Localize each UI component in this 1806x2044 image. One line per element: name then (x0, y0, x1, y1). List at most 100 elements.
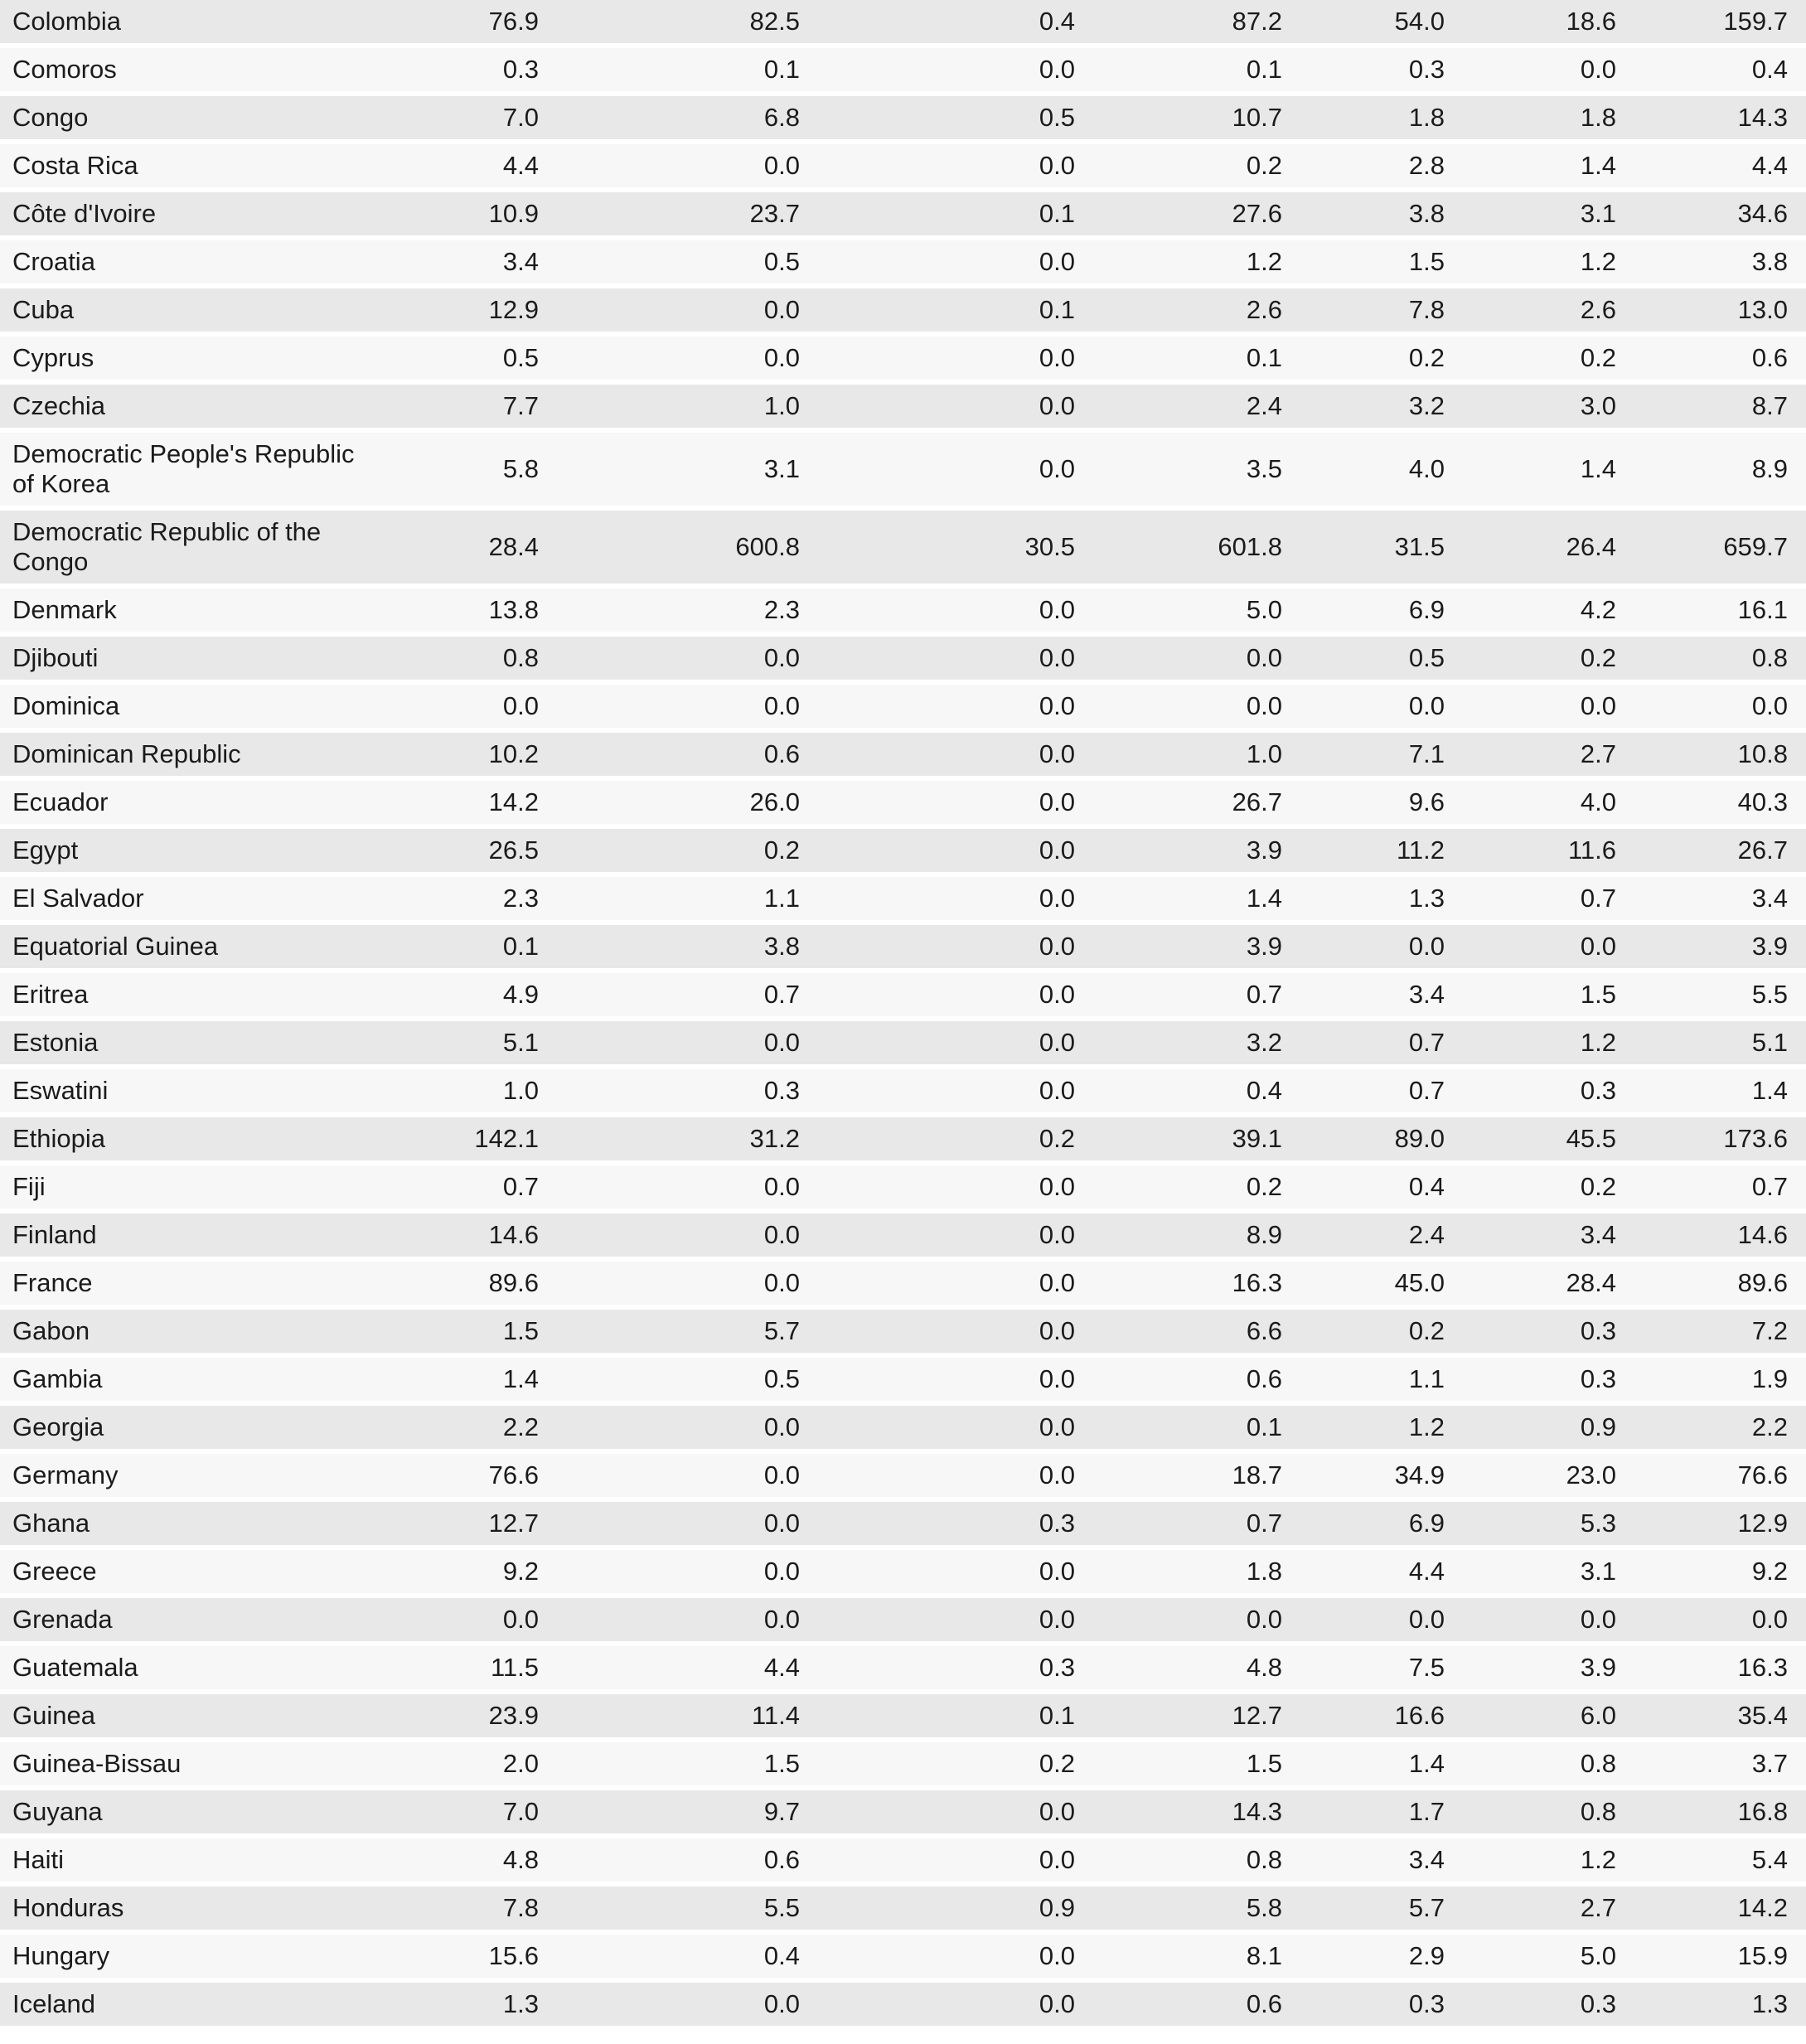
value-cell: 0.2 (1085, 1160, 1292, 1208)
value-cell: 0.0 (810, 1545, 1085, 1593)
value-cell: 7.8 (390, 1882, 549, 1930)
table-row: Ghana 12.7 0.0 0.3 0.7 6.9 5.3 12.9 (0, 1497, 1806, 1545)
value-cell: 0.3 (1292, 1978, 1455, 2026)
value-cell: 0.0 (810, 1449, 1085, 1497)
value-cell: 0.1 (390, 920, 549, 968)
country-name: Cuba (0, 283, 390, 332)
value-cell: 5.3 (1455, 1497, 1626, 1545)
value-cell: 1.2 (1085, 235, 1292, 283)
value-cell: 0.4 (810, 0, 1085, 43)
value-cell: 6.0 (1455, 1689, 1626, 1737)
value-cell: 0.0 (810, 139, 1085, 187)
value-cell: 0.0 (1455, 920, 1626, 968)
table-row: Eritrea 4.9 0.7 0.0 0.7 3.4 1.5 5.5 (0, 968, 1806, 1016)
value-cell: 8.9 (1085, 1208, 1292, 1257)
value-cell: 0.0 (549, 632, 810, 680)
value-cell: 3.1 (1455, 1545, 1626, 1593)
value-cell: 0.0 (810, 1016, 1085, 1064)
value-cell: 54.0 (1292, 0, 1455, 43)
country-name: Czechia (0, 380, 390, 428)
value-cell: 2.4 (1085, 380, 1292, 428)
value-cell: 1.2 (1455, 235, 1626, 283)
table-row: Greece 9.2 0.0 0.0 1.8 4.4 3.1 9.2 (0, 1545, 1806, 1593)
country-name: Gabon (0, 1305, 390, 1353)
value-cell: 1.4 (1455, 428, 1626, 506)
country-name: Fiji (0, 1160, 390, 1208)
value-cell: 7.5 (1292, 1641, 1455, 1689)
value-cell: 3.1 (1455, 187, 1626, 235)
value-cell: 14.2 (390, 776, 549, 824)
value-cell: 31.2 (549, 1112, 810, 1160)
value-cell: 5.7 (549, 1305, 810, 1353)
value-cell: 0.1 (1085, 43, 1292, 91)
value-cell: 0.0 (810, 824, 1085, 872)
value-cell: 1.7 (1292, 1785, 1455, 1833)
value-cell: 3.7 (1626, 1737, 1806, 1785)
value-cell: 0.2 (1455, 632, 1626, 680)
value-cell: 31.5 (1292, 506, 1455, 584)
value-cell: 2.4 (1292, 1208, 1455, 1257)
value-cell: 600.8 (549, 506, 810, 584)
value-cell: 3.2 (1292, 380, 1455, 428)
table-row: Gambia 1.4 0.5 0.0 0.6 1.1 0.3 1.9 (0, 1353, 1806, 1401)
value-cell: 0.3 (1455, 1305, 1626, 1353)
value-cell: 0.0 (810, 728, 1085, 776)
value-cell: 0.0 (549, 1208, 810, 1257)
value-cell: 18.6 (1455, 0, 1626, 43)
table-row: Gabon 1.5 5.7 0.0 6.6 0.2 0.3 7.2 (0, 1305, 1806, 1353)
value-cell: 4.2 (1455, 584, 1626, 632)
value-cell: 26.4 (1455, 506, 1626, 584)
value-cell: 1.2 (1292, 1401, 1455, 1449)
value-cell: 1.4 (1626, 1064, 1806, 1112)
value-cell: 10.9 (390, 187, 549, 235)
value-cell: 3.8 (1292, 187, 1455, 235)
value-cell: 3.4 (1292, 968, 1455, 1016)
value-cell: 0.0 (549, 1160, 810, 1208)
value-cell: 2.8 (1292, 139, 1455, 187)
value-cell: 0.8 (1455, 1785, 1626, 1833)
country-name: El Salvador (0, 872, 390, 920)
value-cell: 0.7 (1455, 872, 1626, 920)
value-cell: 14.6 (1626, 1208, 1806, 1257)
value-cell: 1.3 (1292, 872, 1455, 920)
value-cell: 34.9 (1292, 1449, 1455, 1497)
value-cell: 0.4 (1292, 1160, 1455, 1208)
value-cell: 1.1 (1292, 1353, 1455, 1401)
value-cell: 1.5 (1455, 968, 1626, 1016)
value-cell: 35.4 (1626, 1689, 1806, 1737)
value-cell: 12.9 (390, 283, 549, 332)
value-cell: 1.9 (1626, 1353, 1806, 1401)
value-cell: 0.0 (549, 1593, 810, 1641)
value-cell: 0.6 (1085, 1353, 1292, 1401)
value-cell: 30.5 (810, 506, 1085, 584)
country-name: Haiti (0, 1833, 390, 1882)
value-cell: 16.6 (1292, 1689, 1455, 1737)
value-cell: 87.2 (1085, 0, 1292, 43)
value-cell: 0.0 (810, 584, 1085, 632)
country-name: Grenada (0, 1593, 390, 1641)
table-row: Costa Rica 4.4 0.0 0.0 0.2 2.8 1.4 4.4 (0, 139, 1806, 187)
table-row: Egypt 26.5 0.2 0.0 3.9 11.2 11.6 26.7 (0, 824, 1806, 872)
table-row: Equatorial Guinea 0.1 3.8 0.0 3.9 0.0 0.0 3.9 (0, 920, 1806, 968)
table-row: Guinea 23.9 11.4 0.1 12.7 16.6 6.0 35.4 (0, 1689, 1806, 1737)
value-cell: 0.0 (810, 43, 1085, 91)
country-name: Eswatini (0, 1064, 390, 1112)
table-row: El Salvador 2.3 1.1 0.0 1.4 1.3 0.7 3.4 (0, 872, 1806, 920)
value-cell: 1.5 (549, 1737, 810, 1785)
value-cell: 5.7 (1292, 1882, 1455, 1930)
table-row: Honduras 7.8 5.5 0.9 5.8 5.7 2.7 14.2 (0, 1882, 1806, 1930)
table-row: Fiji 0.7 0.0 0.0 0.2 0.4 0.2 0.7 (0, 1160, 1806, 1208)
value-cell: 0.0 (549, 680, 810, 728)
country-name: Cyprus (0, 332, 390, 380)
value-cell: 26.7 (1085, 776, 1292, 824)
value-cell: 2.2 (1626, 1401, 1806, 1449)
country-name: Iceland (0, 1978, 390, 2026)
country-name: Ethiopia (0, 1112, 390, 1160)
value-cell: 0.0 (1292, 680, 1455, 728)
value-cell: 5.1 (390, 1016, 549, 1064)
value-cell: 76.6 (390, 1449, 549, 1497)
value-cell: 0.7 (390, 1160, 549, 1208)
value-cell: 1.4 (1085, 872, 1292, 920)
value-cell: 11.6 (1455, 824, 1626, 872)
value-cell: 0.4 (549, 1930, 810, 1978)
